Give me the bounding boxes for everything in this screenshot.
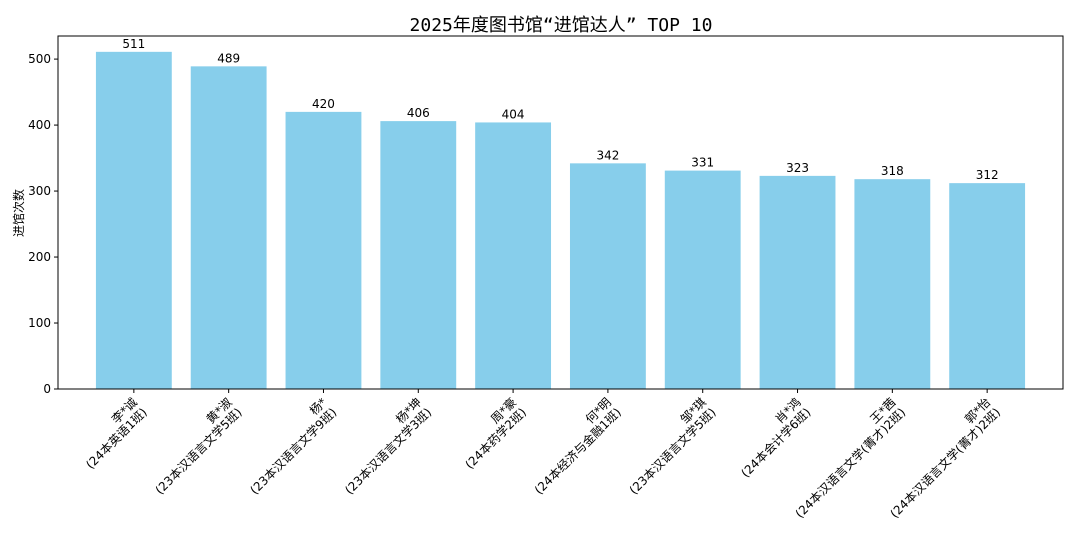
x-tick-label-class: (24本汉语言文学(菁才)2班) bbox=[887, 404, 1003, 520]
bar bbox=[190, 66, 267, 389]
x-tick-label-class: (24本汉语言文学(菁才)2班) bbox=[792, 404, 908, 520]
bar bbox=[569, 163, 646, 389]
bar bbox=[854, 179, 931, 389]
x-tick-label: 杨*坤(23本汉语言文学3班) bbox=[332, 395, 435, 498]
y-tick-label: 300 bbox=[28, 184, 51, 198]
bar bbox=[475, 122, 552, 389]
bars-group bbox=[95, 51, 1026, 390]
bar-value-label: 312 bbox=[976, 168, 999, 182]
x-tick-label: 杨*(23本汉语言文学9班) bbox=[237, 395, 340, 498]
bar-value-label: 342 bbox=[596, 148, 619, 162]
x-tick-label: 李*诚(24本英语1班) bbox=[73, 395, 150, 472]
bar bbox=[949, 183, 1026, 389]
bar bbox=[759, 175, 836, 389]
bar bbox=[95, 51, 172, 390]
x-tick-label: 邹*琪(23本汉语言文学5班) bbox=[617, 395, 719, 497]
bar bbox=[664, 170, 741, 389]
bar bbox=[285, 111, 362, 389]
x-tick-label: 黄*淑(23本汉语言文学5班) bbox=[143, 395, 245, 497]
x-tick-label-class: (24本经济与金融1班) bbox=[531, 404, 624, 497]
x-tick-label: 肖*鸿(24本会计学6班) bbox=[728, 395, 813, 480]
x-tick-label-class: (23本汉语言文学5班) bbox=[152, 404, 245, 497]
chart-title: 2025年度图书馆“进馆达人” TOP 10 bbox=[410, 15, 713, 36]
bar-value-label: 331 bbox=[691, 156, 714, 170]
bar-value-label: 511 bbox=[122, 37, 145, 51]
bar-value-label: 318 bbox=[881, 164, 904, 178]
x-tick-label-class: (23本汉语言文学3班) bbox=[341, 404, 434, 497]
x-tick-label-class: (23本汉语言文学5班) bbox=[626, 404, 719, 497]
bar-value-label: 420 bbox=[312, 97, 335, 111]
y-tick-label: 100 bbox=[28, 316, 51, 330]
y-tick-label: 400 bbox=[28, 118, 51, 132]
x-tick-label: 何*明(24本经济与金融1班) bbox=[522, 395, 624, 497]
value-labels-group: 511 489 420 406 404 342 331 323 318 312 bbox=[122, 37, 998, 182]
bar-value-label: 489 bbox=[217, 51, 240, 65]
bar bbox=[380, 121, 457, 389]
bar-value-label: 404 bbox=[502, 107, 525, 121]
x-tick-label-class: (23本汉语言文学9班) bbox=[247, 404, 340, 497]
y-ticks-group: 0 100 200 300 400 500 bbox=[28, 52, 58, 396]
y-tick-label: 0 bbox=[43, 382, 51, 396]
bar-value-label: 406 bbox=[407, 106, 430, 120]
y-tick-label: 200 bbox=[28, 250, 51, 264]
x-ticks-group: 李*诚(24本英语1班) 黄*淑(23本汉语言文学5班) 杨*(23本汉语言文学9班… bbox=[73, 389, 1003, 521]
x-tick-label: 周*豪(24本药学2班) bbox=[452, 395, 529, 472]
y-axis-label: 进馆次数 bbox=[11, 189, 26, 237]
bar-value-label: 323 bbox=[786, 161, 809, 175]
plot-frame bbox=[57, 35, 1064, 390]
y-tick-label: 500 bbox=[28, 52, 51, 66]
